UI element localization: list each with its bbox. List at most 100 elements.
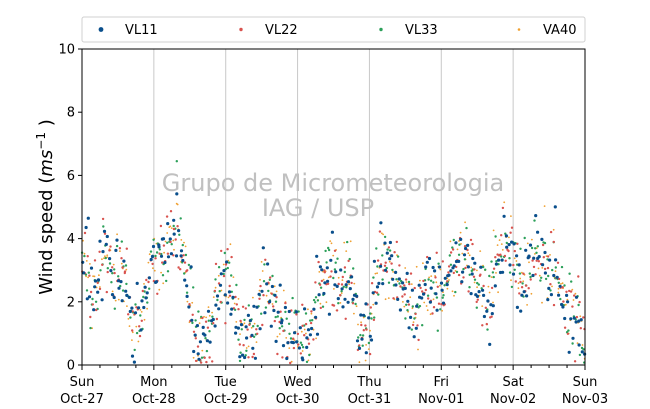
point-vl33	[278, 327, 281, 330]
x-tick-label-date: Nov-02	[490, 392, 536, 407]
point-va40	[82, 239, 84, 242]
point-vl22	[292, 346, 296, 350]
point-vl33	[191, 321, 194, 325]
point-va40	[495, 272, 497, 274]
point-vl11	[274, 339, 278, 343]
point-vl11	[508, 263, 512, 267]
point-va40	[92, 275, 94, 278]
point-vl22	[230, 255, 233, 259]
point-va40	[492, 229, 495, 232]
point-vl11	[491, 304, 495, 308]
x-tick-label-date: Nov-03	[562, 392, 608, 407]
point-vl33	[554, 266, 557, 269]
point-vl33	[563, 284, 566, 287]
point-va40	[288, 347, 291, 349]
point-vl22	[365, 328, 368, 331]
point-vl22	[535, 259, 538, 262]
point-vl22	[241, 305, 245, 308]
point-va40	[85, 275, 87, 278]
point-vl11	[279, 321, 284, 325]
point-va40	[537, 267, 540, 270]
point-va40	[139, 309, 142, 311]
point-vl22	[441, 260, 444, 263]
point-vl22	[541, 243, 545, 247]
point-vl22	[464, 266, 467, 270]
point-vl22	[292, 337, 295, 340]
point-vl11	[157, 245, 161, 249]
point-vl11	[257, 292, 261, 296]
point-va40	[322, 278, 325, 281]
point-vl33	[319, 286, 323, 289]
point-va40	[543, 205, 546, 208]
point-vl22	[323, 271, 326, 274]
point-vl33	[143, 290, 146, 293]
point-vl11	[163, 260, 167, 265]
point-vl22	[476, 298, 479, 301]
point-va40	[153, 269, 156, 272]
point-vl22	[220, 249, 223, 253]
point-vl33	[327, 248, 331, 252]
point-vl11	[507, 243, 511, 247]
point-vl11	[246, 313, 250, 317]
point-vl11	[477, 290, 481, 294]
point-vl22	[131, 329, 134, 332]
point-vl22	[272, 305, 275, 308]
point-vl33	[104, 256, 107, 260]
point-vl33	[181, 243, 184, 247]
point-vl11	[283, 305, 287, 310]
point-vl22	[176, 225, 179, 228]
point-vl11	[258, 327, 262, 331]
point-va40	[198, 322, 201, 325]
point-va40	[468, 254, 471, 257]
point-vl33	[568, 272, 571, 275]
point-vl11	[348, 287, 352, 291]
point-vl22	[307, 342, 311, 345]
point-vl33	[274, 300, 278, 303]
point-va40	[227, 296, 230, 299]
x-tick-label-date: Oct-31	[348, 392, 392, 407]
point-vl22	[447, 271, 450, 274]
point-va40	[101, 258, 103, 261]
point-vl11	[437, 265, 442, 269]
point-vl11	[546, 298, 550, 302]
point-vl22	[301, 324, 304, 327]
point-vl22	[239, 319, 242, 323]
point-vl22	[350, 281, 353, 285]
point-va40	[117, 298, 120, 301]
point-vl22	[256, 332, 259, 335]
point-vl22	[224, 263, 228, 266]
point-va40	[99, 286, 101, 288]
point-vl22	[395, 240, 398, 244]
point-va40	[534, 253, 536, 255]
point-vl33	[280, 325, 284, 328]
point-vl22	[503, 254, 507, 258]
point-vl11	[187, 305, 191, 309]
point-vl22	[192, 330, 196, 333]
point-va40	[435, 281, 438, 284]
point-vl22	[156, 292, 159, 295]
point-vl22	[284, 301, 287, 305]
x-tick-label-date: Oct-27	[60, 392, 104, 407]
point-vl33	[486, 328, 489, 331]
point-va40	[103, 257, 105, 260]
point-vl22	[531, 259, 534, 262]
point-vl11	[270, 284, 274, 289]
point-va40	[172, 239, 175, 242]
point-va40	[222, 263, 225, 266]
point-vl11	[112, 295, 116, 300]
point-vl22	[475, 300, 478, 304]
point-vl11	[440, 288, 444, 292]
point-vl11	[120, 299, 124, 303]
point-vl33	[117, 275, 120, 278]
point-vl11	[415, 304, 419, 308]
point-vl11	[166, 222, 170, 226]
point-vl33	[91, 297, 94, 301]
point-vl33	[166, 270, 170, 273]
point-vl33	[361, 334, 365, 337]
point-vl11	[543, 250, 547, 255]
point-vl22	[238, 343, 241, 346]
point-vl22	[383, 264, 387, 267]
point-va40	[566, 298, 569, 301]
point-vl11	[268, 300, 272, 304]
x-tick-label-date: Nov-01	[418, 392, 464, 407]
